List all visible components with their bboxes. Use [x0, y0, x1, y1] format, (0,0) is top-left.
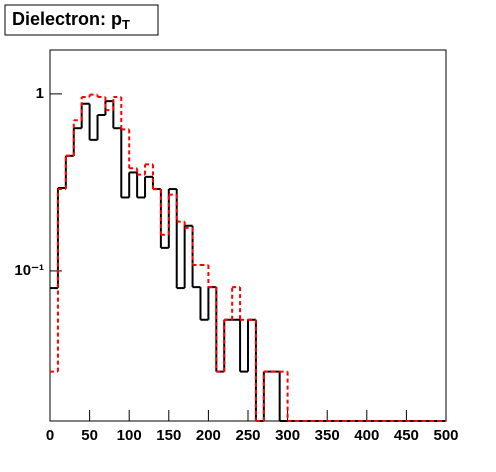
x-tick-label: 100 [117, 427, 142, 444]
x-tick-label: 50 [81, 427, 98, 444]
x-tick-label: 150 [156, 427, 181, 444]
title-subscript: T [122, 17, 130, 32]
x-tick-label: 400 [354, 427, 379, 444]
x-tick-label: 0 [46, 427, 54, 444]
x-tick-label: 450 [394, 427, 419, 444]
title-box [4, 4, 159, 36]
x-tick-label: 250 [235, 427, 260, 444]
y-tick-label: 10⁻¹ [14, 262, 44, 279]
x-tick-label: 300 [275, 427, 300, 444]
chart-title: Dielectron: pT [12, 9, 130, 33]
title-text: Dielectron: p [12, 9, 122, 29]
x-tick-label: 200 [196, 427, 221, 444]
x-tick-label: 500 [433, 427, 458, 444]
x-tick-label: 350 [315, 427, 340, 444]
y-tick-label: 1 [36, 85, 44, 102]
